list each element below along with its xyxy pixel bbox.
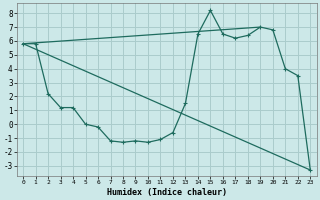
X-axis label: Humidex (Indice chaleur): Humidex (Indice chaleur) (107, 188, 227, 197)
